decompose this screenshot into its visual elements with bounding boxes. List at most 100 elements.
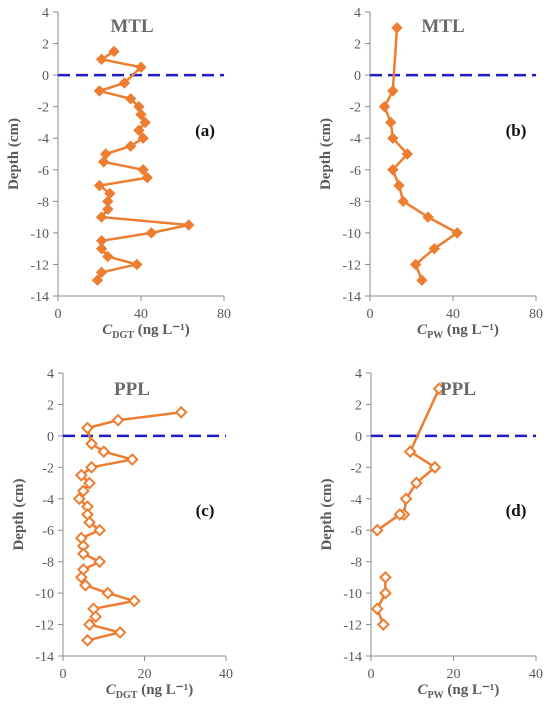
data-point <box>95 266 108 279</box>
y-tick-label: -4 <box>42 493 54 508</box>
data-point <box>72 492 86 506</box>
data-point <box>91 274 104 286</box>
x-tick-label: 40 <box>134 307 148 322</box>
x-tick-label: 0 <box>368 667 375 682</box>
site-label: PPL <box>114 379 150 400</box>
y-tick-label: -2 <box>349 101 361 116</box>
data-point <box>102 203 114 215</box>
data-point <box>139 116 151 129</box>
y-tick-label: 0 <box>354 69 361 84</box>
y-tick-label: -14 <box>342 290 361 305</box>
data-point <box>108 45 120 58</box>
data-point <box>422 211 434 223</box>
data-point <box>409 476 423 490</box>
data-point <box>135 61 147 73</box>
y-axis-label: Depth (cm) <box>11 478 27 550</box>
data-point <box>387 164 399 176</box>
y-tick-label: -8 <box>37 195 49 210</box>
x-tick-label: 80 <box>217 307 231 322</box>
data-point <box>379 586 392 600</box>
data-point <box>428 460 442 474</box>
y-tick-label: -10 <box>30 227 49 242</box>
y-tick-label: -10 <box>342 227 361 242</box>
data-point <box>102 250 114 263</box>
data-point <box>83 515 96 529</box>
data-point <box>74 468 88 482</box>
data-point <box>399 492 413 506</box>
y-tick-label: -14 <box>343 650 362 665</box>
data-point <box>124 140 137 152</box>
data-point <box>387 85 399 97</box>
data-point <box>379 570 392 584</box>
x-tick-label: 40 <box>529 667 543 682</box>
data-point <box>376 618 390 631</box>
y-axis-label: Depth (cm) <box>318 118 334 190</box>
data-point <box>428 242 441 255</box>
y-tick-label: -4 <box>350 493 362 508</box>
y-tick-label: 2 <box>42 38 49 53</box>
y-tick-label: -4 <box>349 132 361 147</box>
data-point <box>95 242 108 255</box>
y-tick-label: 2 <box>354 38 361 53</box>
y-tick-label: 0 <box>47 430 54 445</box>
y-axis-label: Depth (cm) <box>319 478 335 550</box>
x-axis-label: CPW (ng L⁻¹) <box>418 682 500 701</box>
y-tick-label: -12 <box>342 258 361 273</box>
x-tick-label: 20 <box>138 667 152 682</box>
data-point <box>124 93 137 105</box>
y-tick-label: -10 <box>343 587 362 602</box>
chart-panel-b: 4 2 0 -2 -4 -6 -8 -10 -12 -14 0 40 80 Depth (cm) CPW (… <box>318 6 543 341</box>
data-point <box>137 164 149 176</box>
data-point <box>89 610 103 624</box>
data-point <box>135 108 147 121</box>
data-point <box>391 22 403 34</box>
x-tick-label: 80 <box>529 307 543 322</box>
data-point <box>113 626 127 639</box>
y-axis-label: Depth (cm) <box>6 118 22 190</box>
y-tick-label: -6 <box>37 164 49 179</box>
y-tick-label: 4 <box>354 6 361 21</box>
data-point <box>131 258 143 271</box>
data-point <box>141 171 153 184</box>
panel-label: (b) <box>506 121 527 140</box>
y-tick-label: -2 <box>350 461 362 476</box>
data-point <box>74 570 88 584</box>
y-tick-label: -8 <box>350 556 362 571</box>
data-point <box>387 132 399 144</box>
data-point <box>174 405 188 419</box>
data-point <box>409 258 422 271</box>
y-tick-label: -14 <box>30 290 49 305</box>
data-point <box>101 586 115 600</box>
y-tick-label: -6 <box>349 164 361 179</box>
data-point <box>93 555 107 569</box>
data-point <box>76 547 90 561</box>
data-point <box>416 274 428 286</box>
y-tick-label: -12 <box>35 619 54 634</box>
data-point <box>97 156 110 168</box>
y-tick-label: -6 <box>42 524 54 539</box>
data-point <box>393 179 405 192</box>
data-point <box>127 594 141 608</box>
data-point <box>432 382 446 396</box>
chart-panel-a: 4 2 0 -2 -4 -6 -8 -10 -12 -14 0 40 80 Depth (cm) CDGT … <box>6 6 231 341</box>
data-point <box>118 77 131 89</box>
y-tick-label: -12 <box>30 258 49 273</box>
y-tick-label: -4 <box>37 132 49 147</box>
y-tick-label: -8 <box>349 195 361 210</box>
y-tick-label: -2 <box>37 101 49 116</box>
data-point <box>397 195 409 208</box>
data-point <box>83 476 96 490</box>
panel-label: (a) <box>195 121 215 140</box>
data-point <box>93 85 106 97</box>
data-point <box>378 100 391 113</box>
data-point <box>81 421 94 435</box>
data-point <box>97 445 111 459</box>
data-point <box>393 508 407 521</box>
data-point <box>93 523 107 537</box>
data-point <box>85 460 98 474</box>
x-tick-label: 40 <box>219 667 233 682</box>
data-point <box>83 618 96 631</box>
data-point <box>95 53 108 66</box>
